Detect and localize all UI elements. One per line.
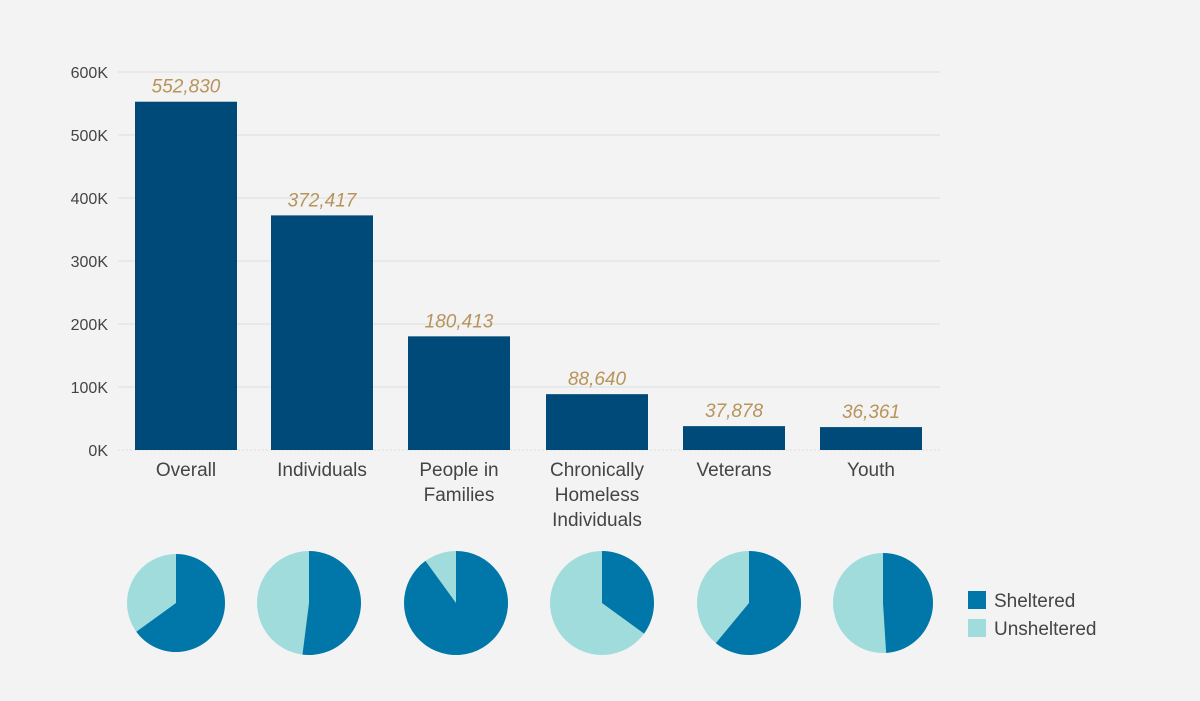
bar — [546, 394, 648, 450]
bar — [408, 336, 510, 450]
y-tick-label: 300K — [71, 254, 109, 271]
bar-value-label: 180,413 — [425, 311, 494, 332]
pie-slice-sheltered — [404, 551, 508, 656]
legend-label: Sheltered — [994, 591, 1075, 612]
bar — [271, 215, 373, 450]
x-tick-label: Families — [424, 485, 495, 506]
bar-value-label: 37,878 — [705, 401, 764, 422]
x-tick-label: Individuals — [552, 510, 642, 531]
pie-slice-sheltered — [715, 551, 801, 655]
y-tick-label: 500K — [71, 128, 109, 145]
bar-value-label: 372,417 — [288, 190, 358, 211]
bar — [683, 426, 785, 450]
x-tick-label: Youth — [847, 460, 895, 481]
y-tick-label: 200K — [71, 317, 109, 334]
x-tick-label: Individuals — [277, 460, 367, 481]
pie-slice-sheltered — [602, 551, 654, 634]
bar — [820, 427, 922, 450]
x-tick-label: Chronically — [550, 460, 644, 481]
x-tick-label: Overall — [156, 460, 216, 481]
y-tick-label: 600K — [71, 65, 109, 82]
pie-slice-sheltered — [302, 551, 361, 655]
x-tick-label: People in — [419, 460, 498, 481]
x-tick-label: Homeless — [555, 485, 639, 506]
pie-slice-sheltered — [136, 554, 226, 652]
x-tick-label: Veterans — [697, 460, 772, 481]
bar-value-label: 36,361 — [842, 402, 900, 423]
legend-swatch — [968, 619, 986, 637]
y-tick-label: 400K — [71, 191, 109, 208]
legend-label: Unsheltered — [994, 619, 1096, 640]
y-tick-label: 100K — [71, 380, 109, 397]
bar — [135, 101, 237, 450]
pie-slice-sheltered — [883, 553, 933, 653]
y-tick-label: 0K — [88, 443, 108, 460]
legend-swatch — [968, 591, 986, 609]
bar-value-label: 552,830 — [152, 77, 221, 98]
bar-value-label: 88,640 — [568, 369, 627, 390]
